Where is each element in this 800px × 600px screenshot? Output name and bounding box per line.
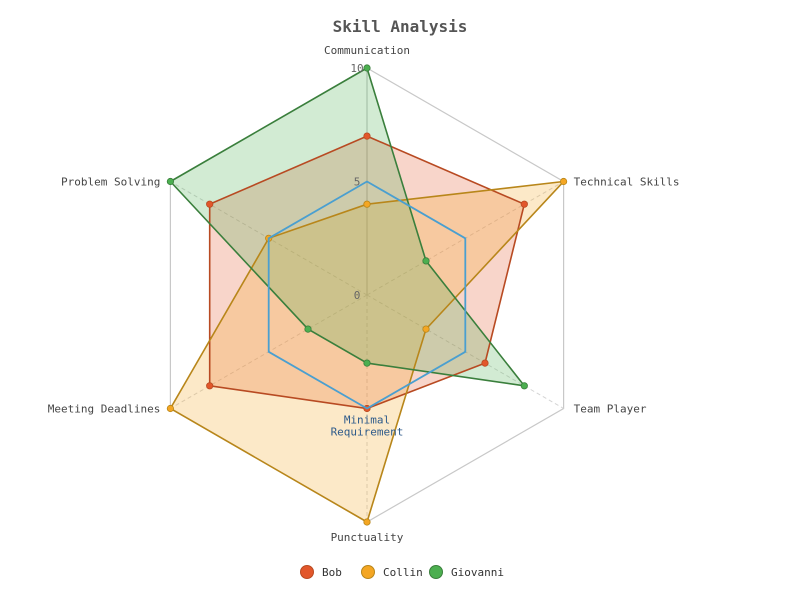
legend-marker[interactable] [300,565,314,579]
tick-label: 10 [350,62,363,75]
data-point[interactable] [363,359,371,367]
axis-label: Punctuality [331,531,404,544]
data-point[interactable] [559,177,568,186]
data-point[interactable] [422,257,430,265]
series-area [170,68,525,386]
axis-label: Problem Solving [61,176,160,189]
axis-labels: 0 5 10 Communication Technical Skills Team Pl… [48,44,680,544]
data-point[interactable] [363,518,371,526]
data-point[interactable] [363,200,371,208]
data-point[interactable] [206,382,214,390]
data-point[interactable] [206,200,214,208]
axis-label: Meeting Deadlines [48,403,161,416]
legend-marker[interactable] [429,565,443,579]
axis-label: Technical Skills [574,176,680,189]
axis-label: Communication [324,44,410,57]
data-point[interactable] [166,177,174,186]
data-point[interactable] [304,325,312,333]
legend-label[interactable]: Giovanni [451,566,504,579]
data-point[interactable] [481,359,489,367]
data-point[interactable] [520,200,528,208]
legend: Bob Collin Giovanni [300,565,504,579]
tick-label: 5 [354,176,361,189]
minimal-requirement-line [267,180,467,410]
data-point[interactable] [166,404,174,413]
data-point[interactable] [363,64,371,72]
data-point[interactable] [422,325,430,333]
tick-label: 0 [354,289,361,302]
chart-title: Skill Analysis [333,17,468,36]
reference-label-line2: Requirement [331,426,404,439]
data-point[interactable] [520,382,528,390]
legend-marker[interactable] [361,565,375,579]
legend-label[interactable]: Collin [383,566,423,579]
series-layer [166,64,568,526]
series-area [209,136,525,409]
axis-label: Team Player [574,403,647,416]
legend-label[interactable]: Bob [322,566,342,579]
data-point[interactable] [363,132,371,140]
reference-label-line1: Minimal [344,414,390,427]
